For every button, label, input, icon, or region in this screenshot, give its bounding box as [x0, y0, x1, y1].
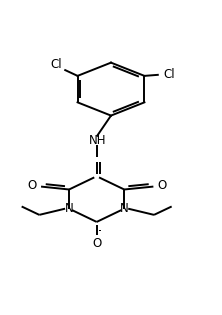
- Text: NH: NH: [89, 135, 107, 147]
- Text: O: O: [28, 179, 37, 192]
- Text: Cl: Cl: [163, 68, 174, 81]
- Text: O: O: [92, 237, 101, 250]
- Text: N: N: [65, 202, 73, 215]
- Text: Cl: Cl: [51, 58, 62, 71]
- Text: O: O: [158, 179, 167, 192]
- Text: N: N: [120, 202, 129, 215]
